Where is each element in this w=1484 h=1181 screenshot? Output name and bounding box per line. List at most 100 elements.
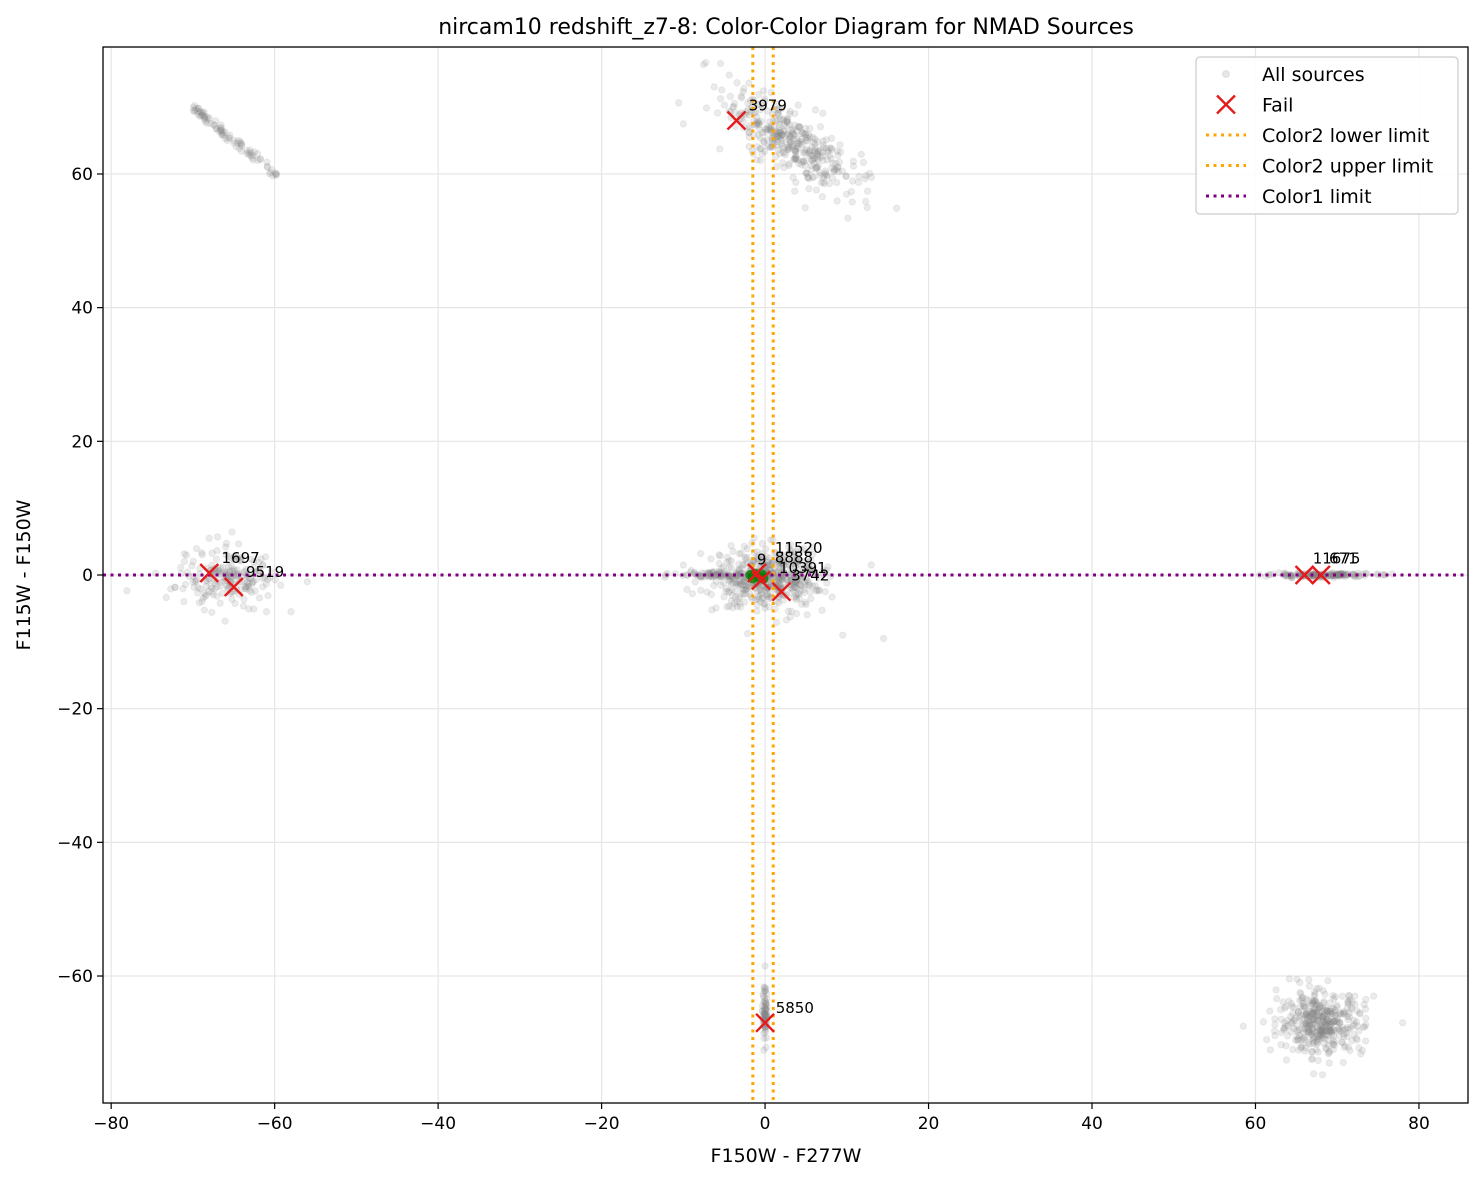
source-point (758, 128, 767, 137)
y-tick-label: −20 (57, 700, 93, 720)
source-point (756, 586, 764, 594)
source-point (236, 556, 244, 564)
source-point (800, 129, 808, 137)
source-point (211, 584, 219, 593)
source-point (1321, 1044, 1330, 1052)
source-point (813, 137, 822, 146)
source-point (1323, 1011, 1332, 1019)
source-point (1295, 1046, 1303, 1054)
source-point (739, 88, 747, 96)
source-point (761, 1010, 770, 1019)
source-point (1289, 1009, 1297, 1018)
source-point (248, 154, 256, 162)
source-point (821, 169, 830, 178)
source-point (794, 101, 802, 109)
fail-marker-stroke (223, 577, 244, 597)
source-point (1305, 1017, 1314, 1025)
source-point (736, 580, 745, 588)
source-point (791, 109, 799, 118)
source-point (814, 152, 822, 160)
source-point (740, 585, 749, 594)
source-point (1299, 1021, 1308, 1029)
source-point (759, 992, 768, 1000)
source-point (1281, 569, 1290, 577)
source-point (827, 154, 835, 163)
source-point (791, 578, 800, 586)
source-point (761, 1013, 769, 1021)
source-point (271, 576, 280, 584)
source-point (199, 594, 207, 602)
source-point (766, 117, 774, 126)
source-point (1308, 1026, 1316, 1035)
source-point (761, 1028, 770, 1036)
source-point (1312, 1001, 1321, 1009)
source-point (1313, 1038, 1322, 1047)
source-point (759, 998, 768, 1007)
source-point (765, 594, 773, 603)
source-point (233, 139, 241, 147)
source-point (1303, 1020, 1312, 1028)
source-point (824, 146, 832, 155)
source-point (202, 582, 210, 591)
source-point (217, 124, 226, 132)
source-point (805, 564, 813, 572)
source-point (744, 582, 753, 590)
source-point (790, 559, 798, 568)
source-point (236, 555, 244, 563)
source-point (742, 585, 751, 593)
source-point (772, 618, 781, 627)
source-point (198, 109, 207, 118)
source-point (1333, 1018, 1342, 1026)
source-point (219, 130, 227, 138)
source-point (731, 109, 739, 117)
source-point (255, 594, 264, 602)
source-point (729, 103, 737, 111)
source-point (1309, 996, 1317, 1005)
source-point (775, 555, 784, 564)
source-point (1398, 1019, 1407, 1027)
source-point (723, 558, 731, 567)
source-point (210, 120, 218, 129)
source-point (732, 580, 740, 588)
source-point (812, 164, 820, 173)
source-point (758, 539, 767, 548)
source-point (1355, 1044, 1363, 1052)
source-point (795, 590, 803, 598)
source-point (1329, 1040, 1338, 1049)
x-tick-label: 0 (760, 1114, 771, 1134)
source-point (785, 160, 793, 168)
source-point (1294, 1007, 1303, 1016)
source-point (718, 86, 726, 94)
source-point (740, 590, 749, 598)
source-point (209, 590, 217, 599)
x-tick-label: −80 (93, 1114, 129, 1134)
source-point (1315, 984, 1323, 993)
source-point (817, 153, 825, 161)
source-point (761, 997, 770, 1006)
source-point (1287, 1027, 1295, 1036)
source-point (1304, 1024, 1312, 1032)
source-point (1359, 1023, 1368, 1031)
source-point (819, 173, 828, 182)
source-point (1273, 994, 1281, 1003)
source-point (192, 544, 201, 553)
source-point (784, 576, 792, 585)
source-point (734, 578, 743, 586)
source-point (792, 609, 801, 618)
source-point (824, 562, 832, 571)
source-point (1280, 1024, 1288, 1033)
source-point (790, 579, 799, 588)
source-point (802, 169, 811, 177)
y-tick-label: −40 (57, 833, 93, 853)
source-point (1312, 999, 1321, 1007)
source-point (1326, 1028, 1334, 1036)
source-id-label: 11675 (1313, 550, 1361, 568)
source-point (720, 101, 729, 109)
source-point (213, 546, 221, 555)
source-point (757, 106, 765, 114)
source-point (243, 146, 251, 155)
source-point (223, 581, 231, 590)
source-point (763, 592, 771, 601)
source-point (754, 554, 762, 563)
source-point (1302, 1019, 1310, 1028)
